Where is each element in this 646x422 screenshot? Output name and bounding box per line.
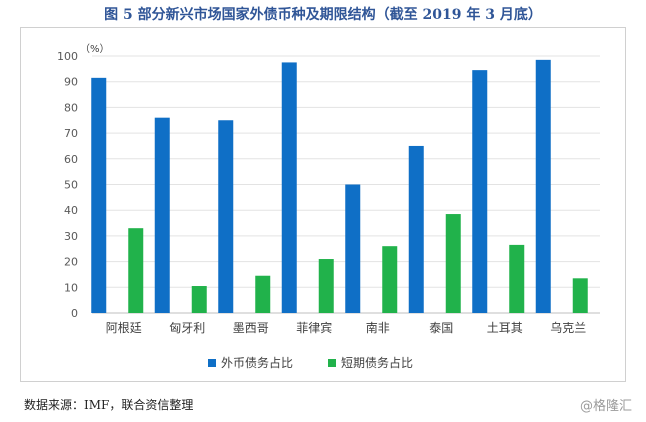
x-tick-label: 墨西哥 <box>233 321 269 335</box>
legend-label: 外币债务占比 <box>221 355 293 370</box>
y-tick-label: 100 <box>57 50 78 63</box>
y-tick-label: 10 <box>64 281 78 294</box>
bar-short-term <box>509 244 525 313</box>
bar-foreign-currency <box>281 62 297 313</box>
bar-chart: 0 10 20 30 40 50 60 70 80 90 100 （%） 阿根廷 匈牙利 墨西哥 菲律宾 南… <box>57 43 600 370</box>
x-axis-categories: 阿根廷 匈牙利 墨西哥 菲律宾 南非 泰国 土耳其 乌克兰 <box>106 320 587 335</box>
bar-foreign-currency <box>472 70 488 313</box>
bar-short-term <box>382 246 398 313</box>
x-tick-label: 南非 <box>366 320 390 335</box>
x-tick-label: 匈牙利 <box>169 321 205 335</box>
legend-swatch <box>328 359 336 367</box>
bar-short-term <box>318 259 334 313</box>
watermark: @格隆汇 <box>579 399 632 414</box>
x-tick-label: 阿根廷 <box>106 321 142 335</box>
y-tick-label: 60 <box>64 153 78 166</box>
y-tick-label: 0 <box>71 307 78 320</box>
y-tick-label: 70 <box>64 127 78 140</box>
bar-short-term <box>255 275 271 313</box>
legend-label: 短期债务占比 <box>341 355 413 370</box>
y-axis-ticks: 0 10 20 30 40 50 60 70 80 90 100 <box>57 50 78 320</box>
y-axis-unit-label: （%） <box>80 43 110 55</box>
legend-swatch <box>208 359 216 367</box>
bar-foreign-currency <box>91 77 107 313</box>
source-note: 数据来源：IMF，联合资信整理 <box>24 398 194 412</box>
x-tick-label: 菲律宾 <box>296 320 332 335</box>
bar-short-term <box>128 228 144 313</box>
bar-foreign-currency <box>345 184 361 313</box>
chart-title: 图 5 部分新兴市场国家外债币种及期限结构（截至 2019 年 3 月底） <box>104 7 542 23</box>
chart-frame <box>20 27 626 382</box>
y-tick-label: 30 <box>64 230 78 243</box>
x-tick-label: 乌克兰 <box>550 320 586 335</box>
y-tick-label: 40 <box>64 204 78 217</box>
y-tick-label: 90 <box>64 76 78 89</box>
x-tick-label: 泰国 <box>429 321 453 335</box>
bar-short-term <box>191 286 207 313</box>
y-tick-label: 50 <box>64 179 78 192</box>
bar-short-term <box>572 278 588 313</box>
x-tick-label: 土耳其 <box>487 321 523 335</box>
bar-foreign-currency <box>535 59 551 314</box>
y-tick-label: 20 <box>64 256 78 269</box>
bar-foreign-currency <box>408 145 424 313</box>
bar-foreign-currency <box>218 120 234 313</box>
bars <box>91 59 588 314</box>
bar-foreign-currency <box>154 117 170 314</box>
y-tick-label: 80 <box>64 101 78 114</box>
bar-short-term <box>445 214 461 313</box>
legend: 外币债务占比 短期债务占比 <box>208 355 413 370</box>
